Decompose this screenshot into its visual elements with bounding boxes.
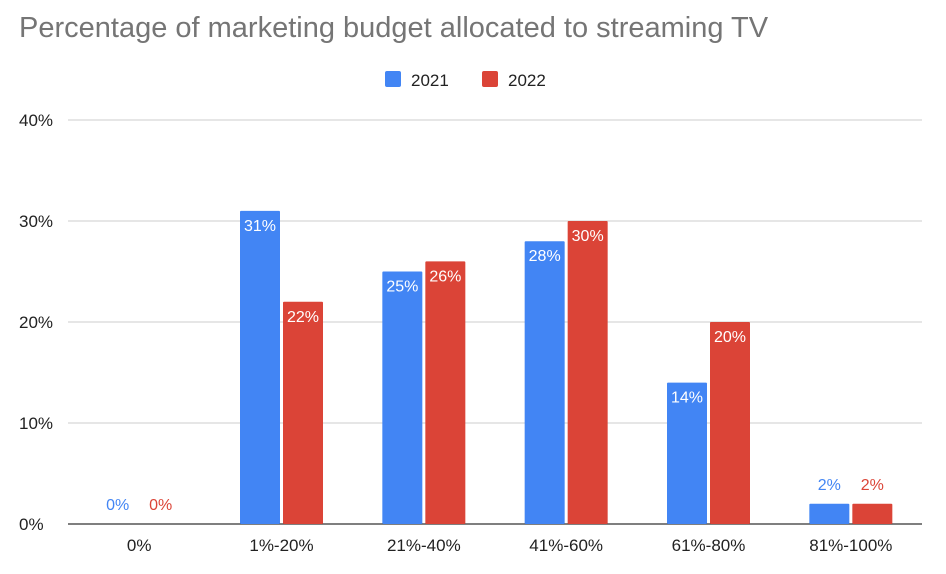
bar-2022-3 (567, 221, 608, 524)
y-tick-label: 40% (19, 111, 53, 130)
data-label: 30% (572, 228, 604, 245)
data-label: 2% (861, 477, 884, 494)
data-label: 0% (106, 497, 129, 514)
bar-2021-3 (524, 241, 565, 524)
y-axis: 0% 10% 20% 30% 40% (19, 111, 53, 534)
data-label: 31% (244, 218, 276, 235)
x-tick-label: 1%-20% (249, 536, 313, 555)
chart-title: Percentage of marketing budget allocated… (19, 12, 769, 44)
x-tick-label: 21%-40% (387, 536, 461, 555)
legend: 2021 2022 (385, 71, 546, 90)
data-label: 22% (287, 309, 319, 326)
bar-2021-2 (382, 271, 423, 524)
bar-2021-1 (240, 210, 280, 524)
data-label: 14% (671, 390, 703, 407)
x-axis: 0% 1%-20% 21%-40% 41%-60% 61%-80% 81%-100% (127, 536, 893, 555)
y-tick-label: 0% (19, 515, 44, 534)
bar-2021-5 (809, 503, 850, 524)
data-label: 20% (714, 329, 746, 346)
data-label: 0% (149, 497, 172, 514)
legend-swatch-2021 (385, 71, 401, 87)
x-tick-label: 41%-60% (529, 536, 603, 555)
legend-label: 2022 (508, 71, 546, 90)
data-labels: 0% 0% 31% 22% 25% 26% 28% 30% 14% 20% 2% 2% (106, 218, 884, 514)
bar-2022-2 (425, 261, 466, 524)
y-tick-label: 20% (19, 313, 53, 332)
x-tick-label: 81%-100% (809, 536, 892, 555)
bar-2022-1 (283, 301, 323, 524)
data-label: 26% (429, 268, 461, 285)
bar-2022-5 (852, 503, 893, 524)
legend-swatch-2022 (482, 71, 498, 87)
bar-2021-4 (667, 382, 707, 524)
data-label: 25% (386, 279, 418, 296)
x-tick-label: 0% (127, 536, 152, 555)
x-tick-label: 61%-80% (672, 536, 746, 555)
data-label: 28% (529, 248, 561, 265)
bar-2022-4 (710, 322, 750, 524)
y-tick-label: 10% (19, 414, 53, 433)
legend-label: 2021 (411, 71, 449, 90)
bars (240, 210, 893, 524)
y-tick-label: 30% (19, 212, 53, 231)
data-label: 2% (818, 477, 841, 494)
gridlines (68, 119, 922, 525)
